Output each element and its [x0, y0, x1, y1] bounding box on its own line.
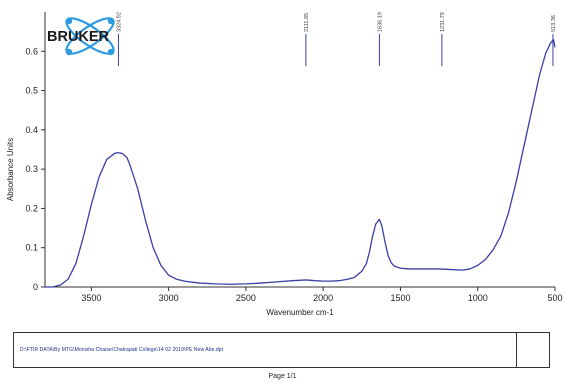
y-tick-label: 0.2: [25, 203, 38, 213]
y-tick-label: 0.6: [25, 46, 38, 56]
page-number: Page 1/1: [268, 373, 297, 380]
y-axis-title: Absorbance Units: [6, 138, 15, 201]
file-path: D:\FTIR DATA\By MTG\Monisha Chaise\Chatr…: [20, 347, 224, 353]
file-info-box: D:\FTIR DATA\By MTG\Monisha Chaise\Chatr…: [13, 332, 550, 368]
ftir-spectrum-chart: 3500 3000 2500 2000 1500 1000 500 0 0.1 0.2 0.3 0.4…: [6, 12, 563, 317]
file-box-divider: [516, 333, 517, 367]
x-tick-label: 2500: [236, 293, 256, 303]
y-tick-label: 0: [33, 282, 38, 292]
peak-label: 513.36: [551, 15, 557, 32]
peak-markers: 3324.92 2111.85 1636.19 1231.79 513.36: [116, 12, 557, 66]
bruker-logo-text: BRUKER: [47, 29, 110, 45]
chart-ticks: 3500 3000 2500 2000 1500 1000 500 0 0.1 0.2 0.3 0.4…: [25, 46, 562, 303]
x-tick-label: 2000: [313, 293, 333, 303]
peak-label: 1636.19: [377, 12, 383, 32]
y-tick-label: 0.3: [25, 164, 38, 174]
x-tick-label: 500: [547, 293, 562, 303]
y-tick-label: 0.1: [25, 243, 38, 253]
x-tick-label: 3500: [81, 293, 101, 303]
y-tick-label: 0.5: [25, 86, 38, 96]
x-tick-label: 1000: [468, 293, 488, 303]
peak-label: 2111.85: [304, 13, 310, 32]
x-tick-label: 3000: [159, 293, 179, 303]
x-axis-title: Wavenumber cm-1: [266, 308, 334, 317]
bruker-logo: BRUKER: [47, 17, 115, 56]
y-tick-label: 0.4: [25, 125, 38, 135]
absorbance-series-line: [45, 38, 556, 288]
peak-label: 1231.79: [440, 12, 446, 32]
chart-axes: [44, 12, 555, 288]
spectrum-series: [45, 38, 556, 288]
x-tick-label: 1500: [390, 293, 410, 303]
peak-label: 3324.92: [116, 12, 122, 32]
